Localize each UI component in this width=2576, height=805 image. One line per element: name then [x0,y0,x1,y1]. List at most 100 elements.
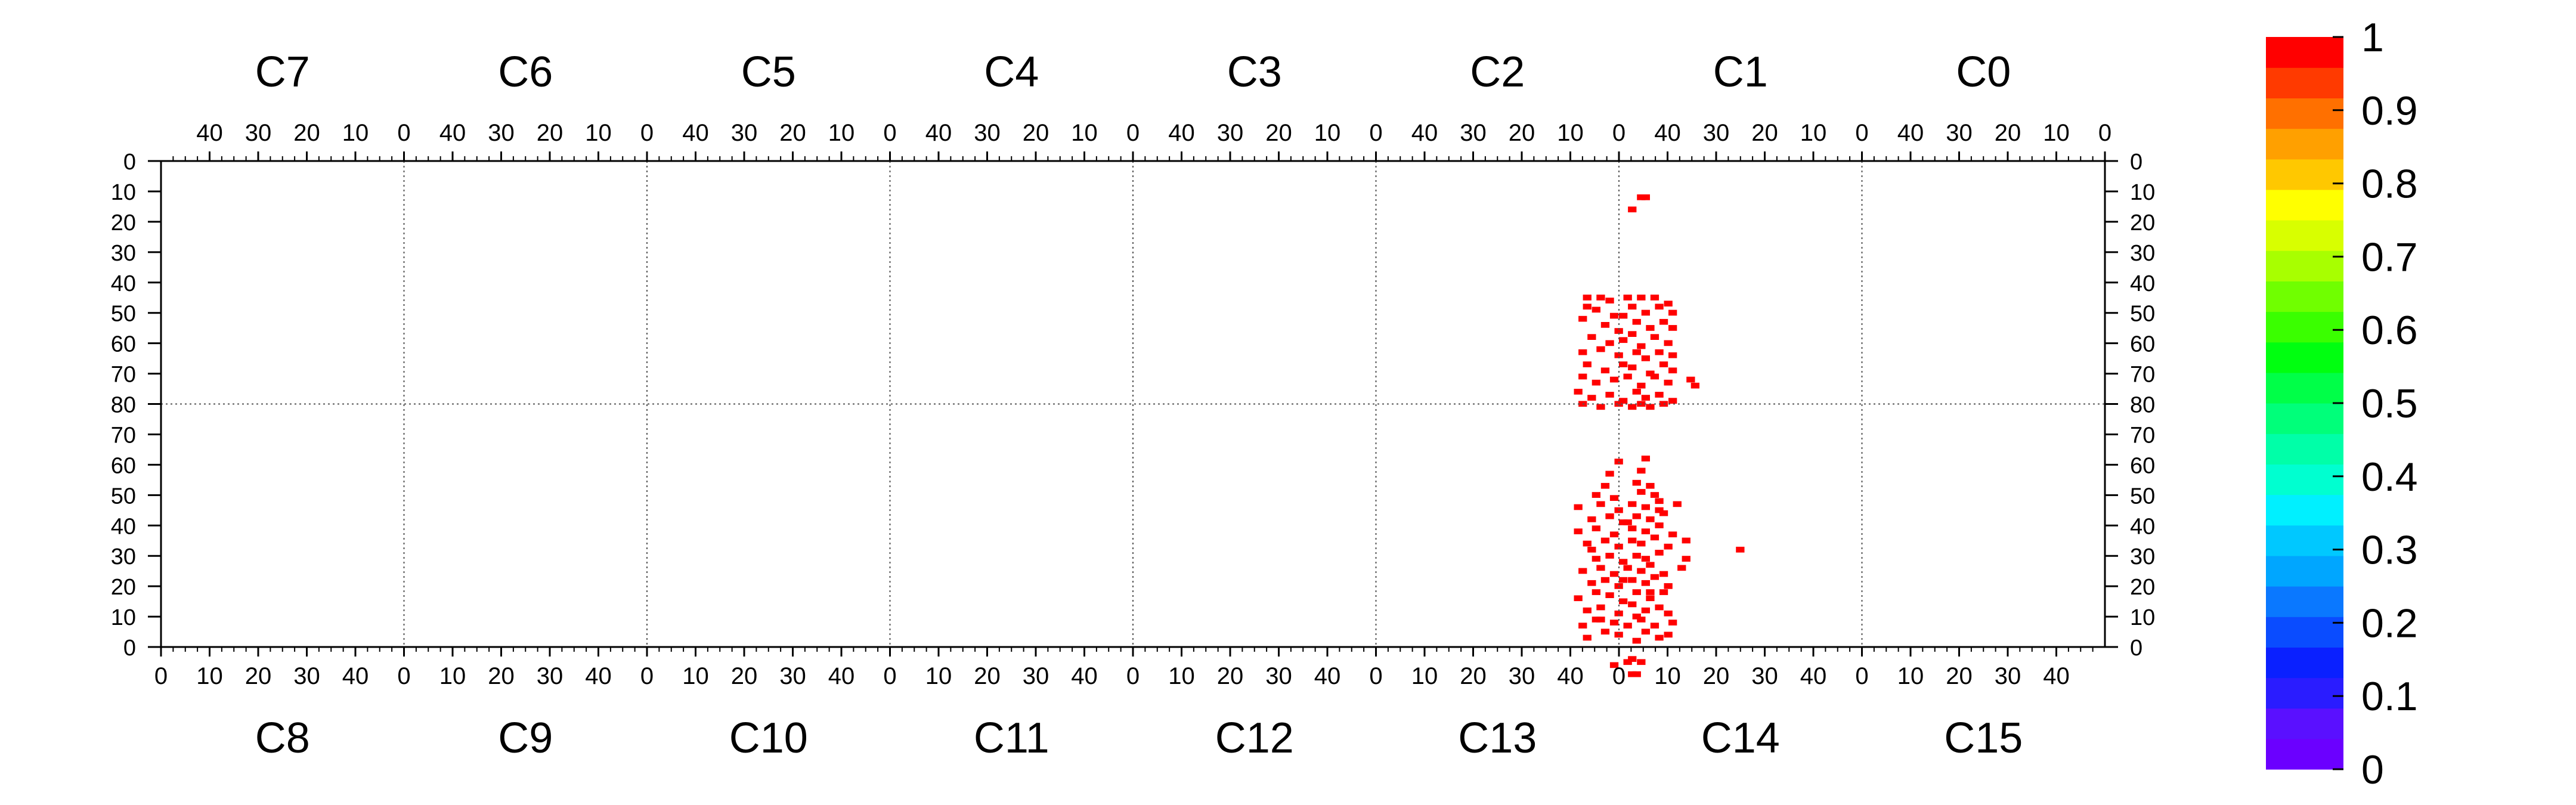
hit-pixel [1632,513,1641,519]
hit-pixel [1655,498,1664,504]
y-tick-label-right: 30 [2130,544,2155,569]
hit-pixel [1677,565,1686,571]
y-tick-label-right: 70 [2130,423,2155,448]
x-tick-label-bottom: 0 [1612,663,1626,689]
colorbar-swatch [2266,555,2343,587]
x-tick-label-bottom: 0 [1126,663,1140,689]
x-tick-label-bottom: 0 [1369,663,1382,689]
hit-pixel [1619,559,1628,565]
y-tick-label-right: 0 [2130,636,2142,661]
hit-pixel [1637,489,1646,495]
colorbar-swatch [2266,403,2343,434]
hit-pixel [1614,401,1623,407]
chip-label-bottom: C11 [974,714,1049,762]
hit-pixel [1578,623,1587,628]
x-tick-label-top: 30 [1217,120,1244,146]
colorbar-swatch [2266,677,2343,709]
hit-pixel [1592,379,1600,386]
hit-pixel [1609,571,1619,577]
hit-pixel [1592,492,1600,498]
hit-pixel [1668,531,1677,538]
y-tick-label-right: 20 [2130,575,2155,600]
hit-pixel [1650,295,1659,301]
x-tick-label-bottom: 40 [1314,663,1341,689]
colorbar-swatch [2266,189,2343,221]
y-tick-label-right: 50 [2130,302,2155,327]
colorbar-swatch [2266,434,2343,465]
hit-pixel [1668,325,1677,331]
y-tick-label-left: 60 [111,453,136,478]
hit-pixel [1600,322,1610,328]
colorbar-tick-label: 0.1 [2361,674,2418,719]
hit-pixel [1646,482,1655,489]
hit-pixel [1600,537,1610,544]
colorbar-tick-label: 0.3 [2361,528,2418,573]
hit-pixel [1609,312,1619,319]
chip-label-top: C1 [1713,48,1768,96]
hit-pixel [1641,309,1650,316]
x-tick-label-top: 40 [439,120,466,146]
hit-pixel [1578,315,1587,322]
hit-pixel [1628,206,1637,213]
hit-pixel [1650,534,1659,541]
chip-label-top: C6 [498,48,553,96]
x-tick-label-top: 0 [883,120,896,146]
hit-pixel [1659,318,1668,325]
y-tick-label-left: 20 [111,575,136,600]
x-tick-label-bottom: 10 [925,663,952,689]
x-tick-label-bottom: 20 [1946,663,1973,689]
hit-pixel [1587,334,1596,340]
chip-label-top: C5 [741,48,796,96]
colorbar-swatch [2266,67,2343,98]
hit-pixel [1605,592,1614,598]
x-tick-label-bottom: 40 [585,663,612,689]
hit-pixel [1632,349,1641,355]
hit-pixel [1592,306,1600,313]
hit-pixel [1628,577,1637,583]
colorbar-swatch [2266,281,2343,312]
hit-pixel [1605,298,1614,304]
hit-pixel [1637,617,1646,623]
hit-pixel [1655,392,1664,398]
x-tick-label-bottom: 0 [397,663,410,689]
chip-label-top: C2 [1470,48,1525,96]
x-tick-label-bottom: 20 [974,663,1001,689]
hit-pixel [1619,598,1628,605]
y-tick-label-right: 20 [2130,210,2155,236]
colorbar-tick-label: 1 [2361,15,2384,60]
hits-layer [1574,194,1745,677]
x-tick-label-bottom: 30 [293,663,320,689]
hit-pixel [1596,404,1605,410]
colorbar-swatch [2266,617,2343,648]
chip-label-bottom: C10 [729,714,808,762]
y-tick-label-left: 70 [111,363,136,388]
hit-pixel [1659,589,1668,595]
hit-pixel [1646,370,1655,377]
x-tick-label-bottom: 30 [1995,663,2021,689]
x-tick-label-top: 0 [2098,120,2111,146]
hit-pixel [1596,295,1605,301]
hit-pixel [1596,346,1605,352]
y-tick-label-right: 60 [2130,453,2155,478]
x-tick-label-top: 40 [196,120,223,146]
hit-pixel [1596,604,1605,611]
hit-pixel [1628,304,1637,310]
hit-pixel [1646,404,1655,410]
hit-pixel [1628,331,1637,337]
hit-pixel [1619,361,1628,367]
y-tick-label-left: 80 [111,393,136,418]
hit-pixel [1600,628,1610,635]
colorbar-swatch [2266,738,2343,770]
y-tick-label-left: 70 [111,423,136,448]
x-tick-label-top: 40 [1168,120,1195,146]
x-tick-label-bottom: 30 [779,663,806,689]
hit-pixel [1637,382,1646,389]
x-tick-label-top: 20 [1509,120,1535,146]
x-tick-label-bottom: 30 [1509,663,1535,689]
hit-pixel [1587,395,1596,401]
hit-pixel [1650,373,1659,380]
y-tick-label-left: 0 [123,636,136,661]
hit-pixel [1592,617,1600,623]
y-tick-label-left: 40 [111,271,136,296]
hit-pixel [1641,355,1650,361]
